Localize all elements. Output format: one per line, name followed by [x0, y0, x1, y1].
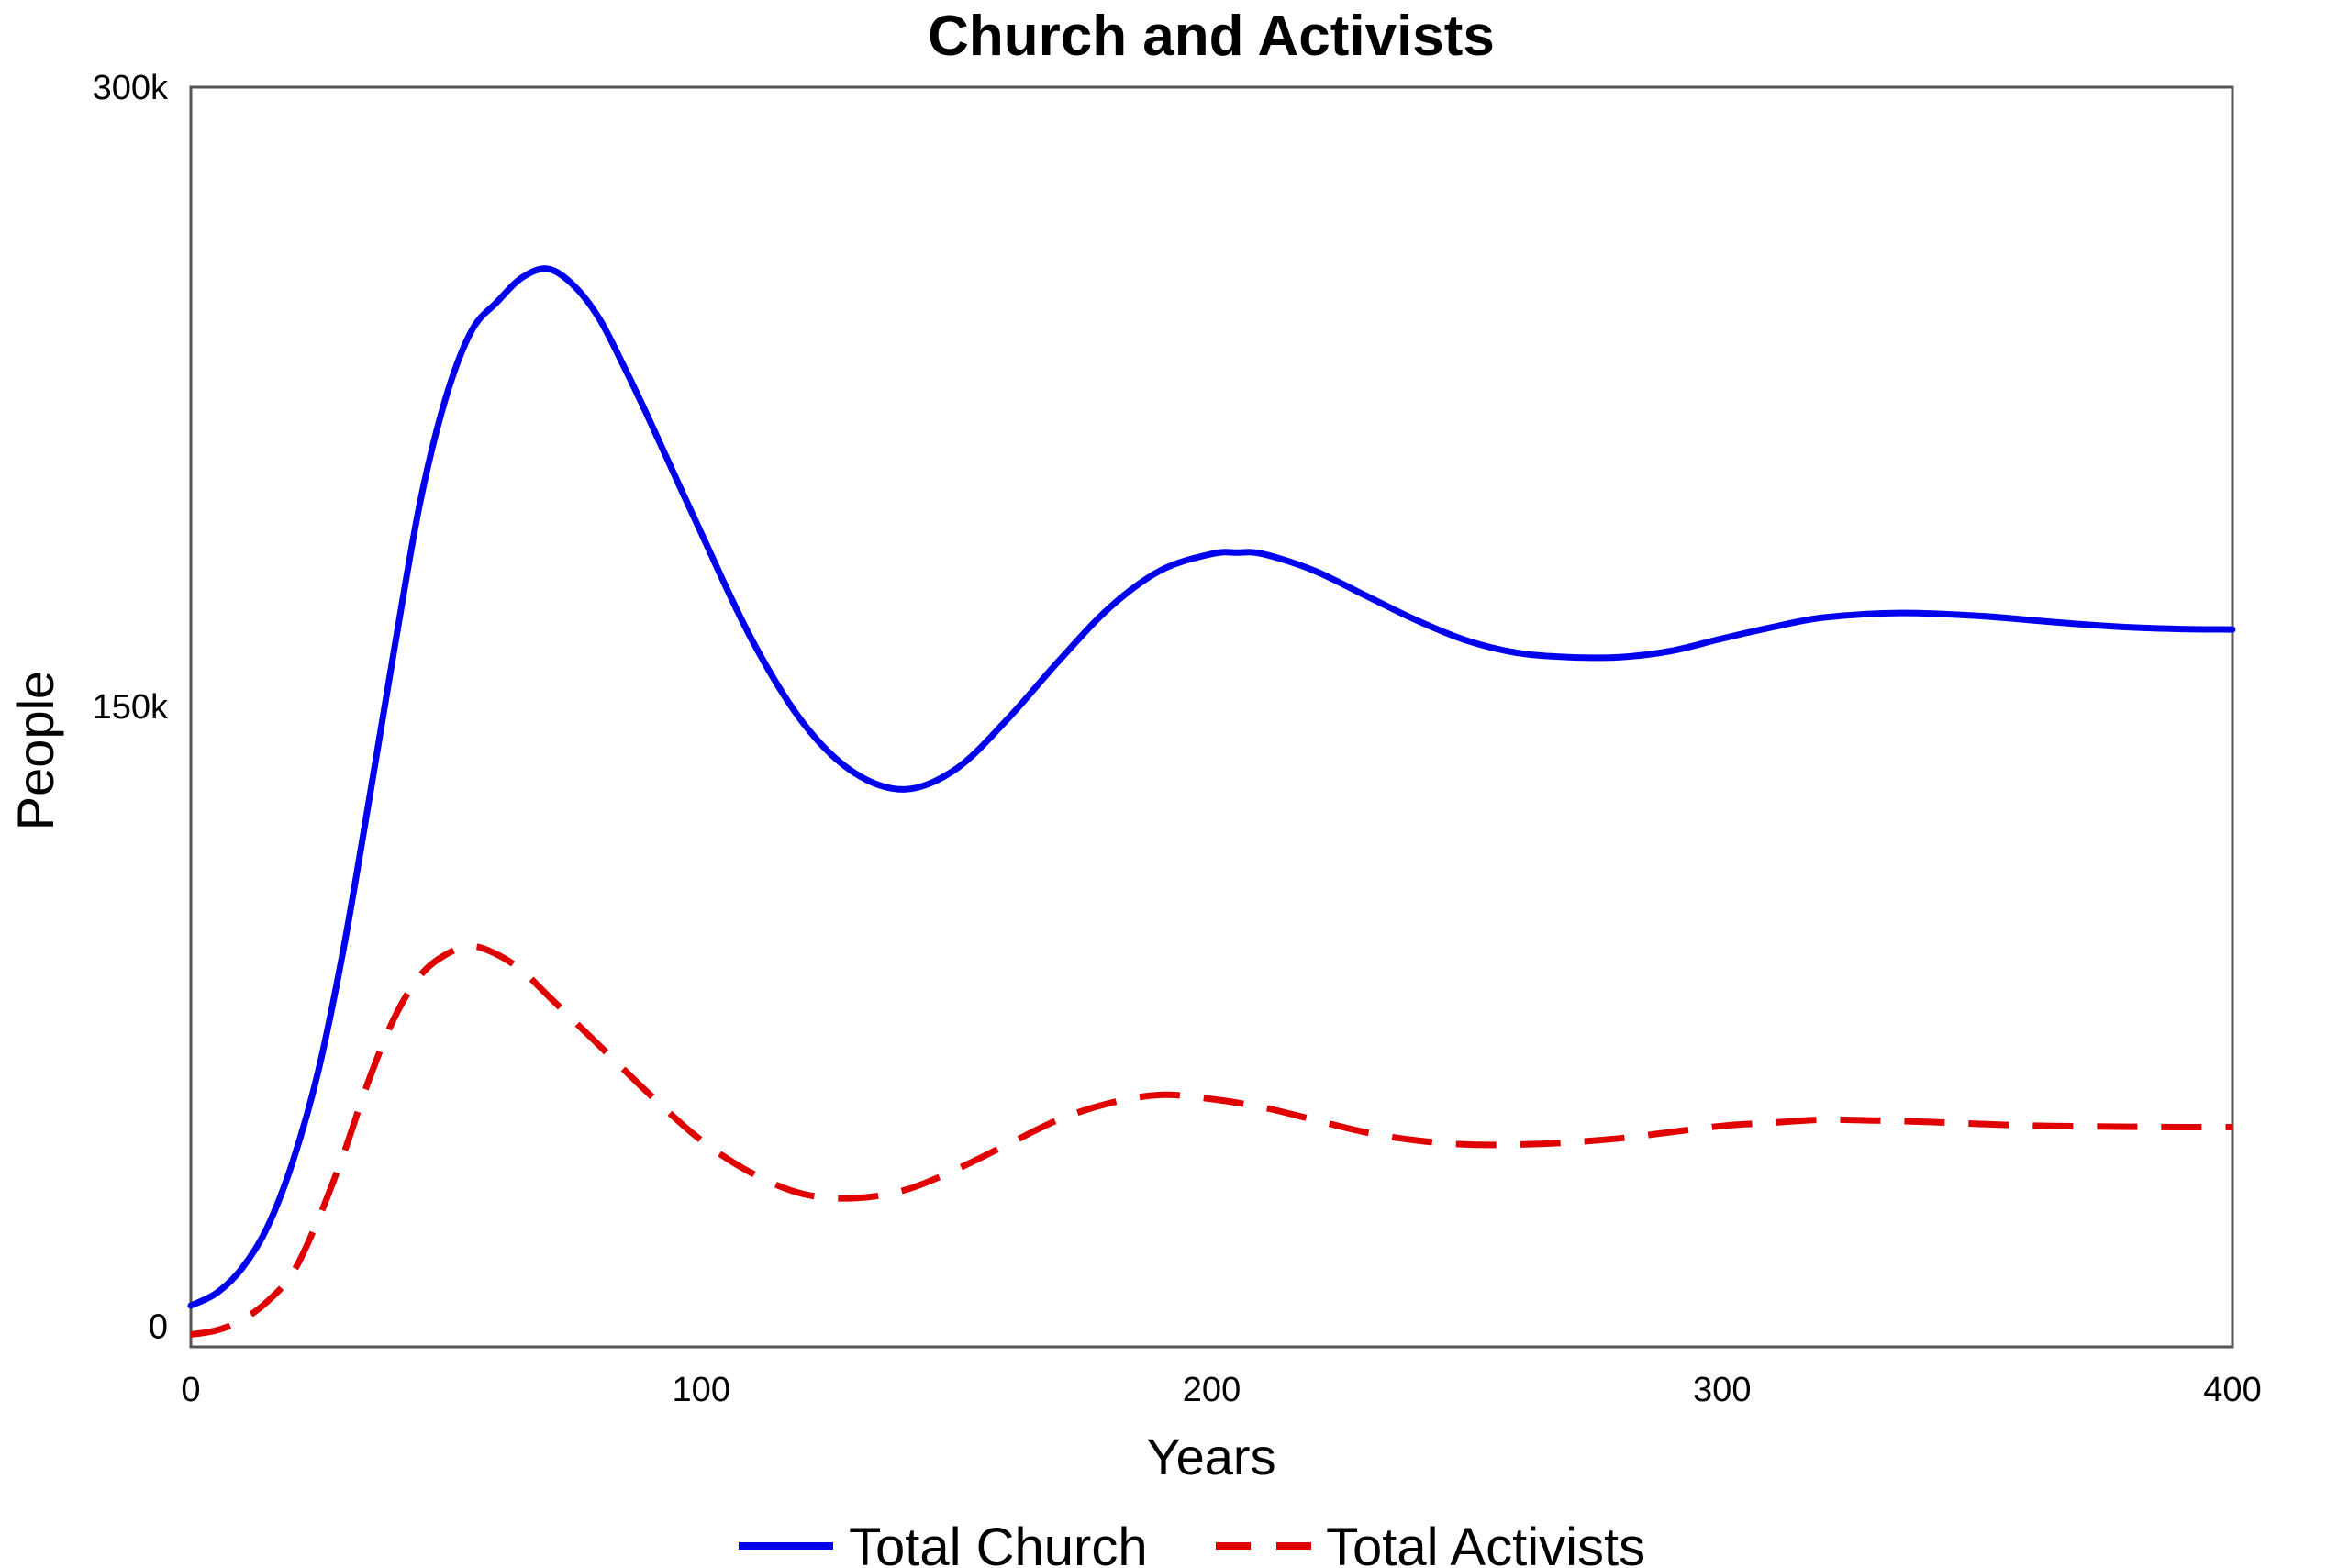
- y-tick-label: 300k: [93, 69, 169, 107]
- y-axis-label: People: [6, 671, 64, 830]
- chart-title: Church and Activists: [928, 5, 1495, 68]
- y-tick-label: 0: [149, 1307, 168, 1346]
- plot-area: [189, 85, 2234, 1349]
- series-line-total-activists: [190, 942, 2233, 1338]
- x-axis-label: Years: [1146, 1428, 1275, 1485]
- x-tick-label: 300: [1693, 1371, 1751, 1409]
- legend-label-total-church: Total Church: [849, 1518, 1148, 1568]
- x-axis-ticks: 0 100 200 300 400: [181, 1371, 2261, 1409]
- y-axis-ticks: 0 150k 300k: [93, 69, 169, 1346]
- x-tick-label: 100: [673, 1371, 730, 1409]
- x-tick-label: 0: [181, 1371, 200, 1409]
- legend: Total Church Total Activists: [739, 1518, 1645, 1568]
- series-line-total-church: [187, 265, 2236, 1309]
- series-layer: [187, 265, 2236, 1338]
- y-tick-label: 150k: [93, 688, 169, 727]
- x-tick-label: 400: [2203, 1371, 2261, 1409]
- legend-label-total-activists: Total Activists: [1326, 1518, 1645, 1568]
- x-tick-label: 200: [1183, 1371, 1241, 1409]
